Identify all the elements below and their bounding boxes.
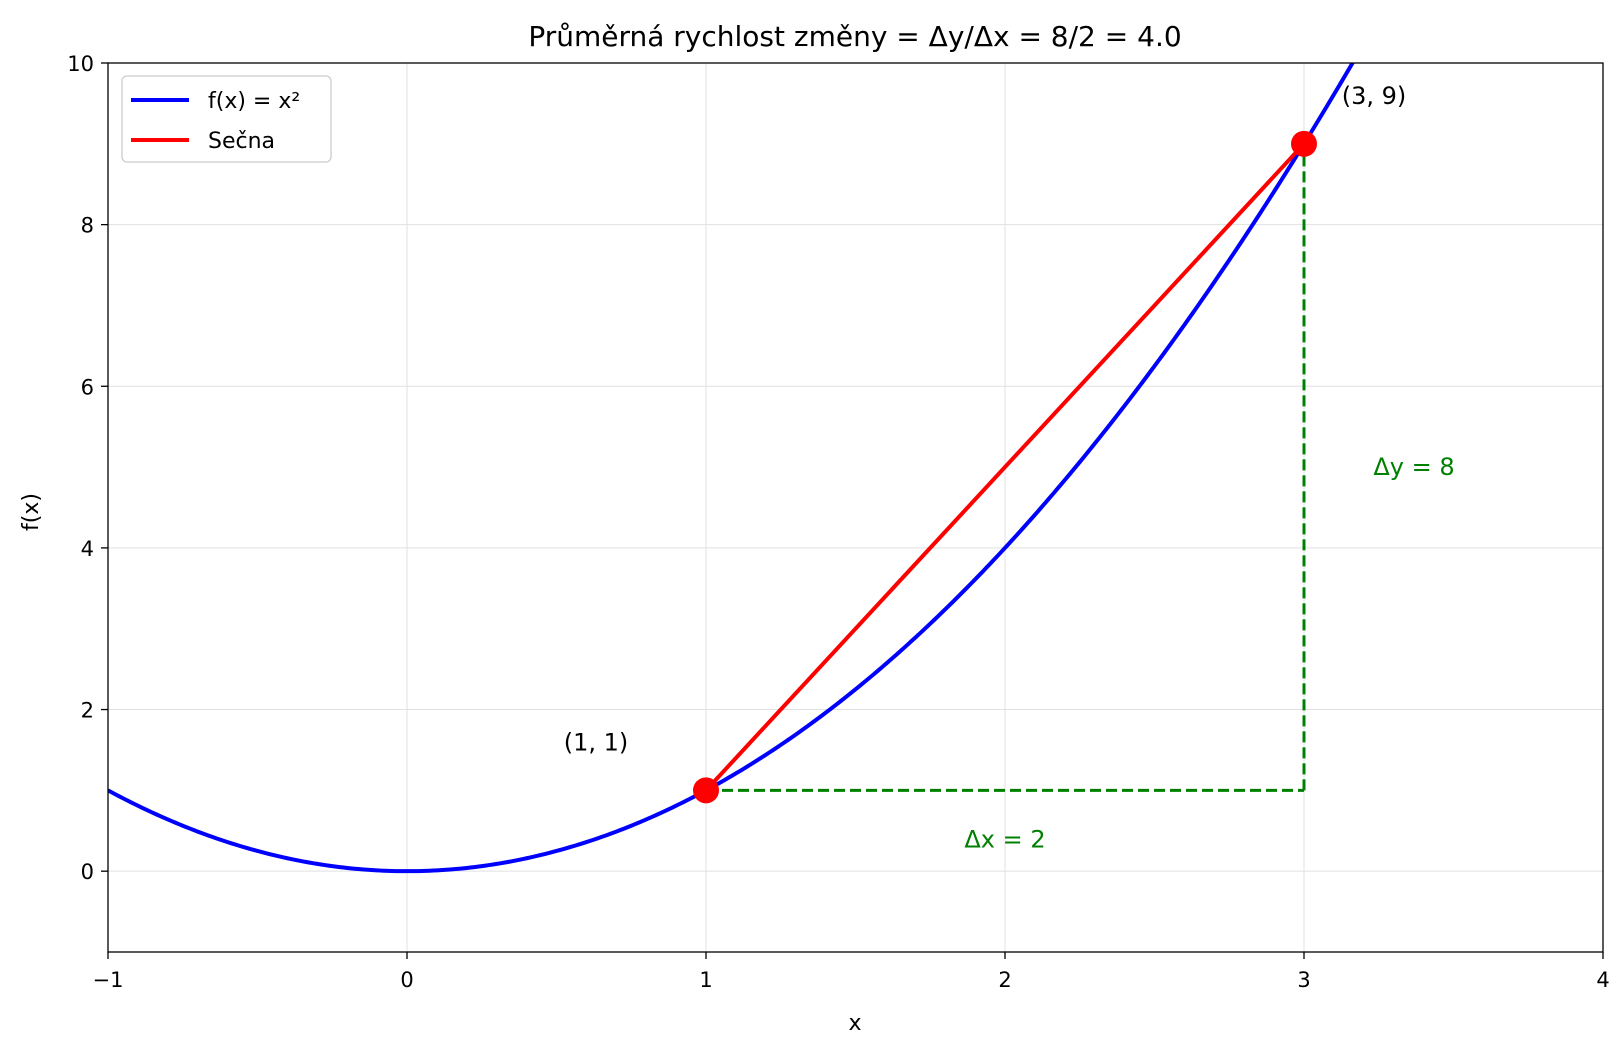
x-axis-label: x	[848, 1011, 861, 1036]
y-tick-label: 0	[81, 860, 94, 884]
legend-label: f(x) = x²	[208, 89, 300, 114]
x-tick-label: 0	[400, 968, 413, 992]
annotations: (1, 1) (3, 9) Δx = 2 Δy = 8	[564, 82, 1455, 854]
point-label: (1, 1)	[564, 728, 629, 756]
plot-area	[108, 63, 1355, 874]
secant-line	[704, 142, 1306, 792]
legend-label: Sečna	[208, 129, 275, 154]
y-tick-label: 4	[81, 537, 94, 561]
y-tick-label: 2	[81, 699, 94, 723]
ticks: −1 0 1 2 3 4 0 2 4 6 8 10	[67, 52, 1609, 992]
x-tick-label: −1	[93, 968, 124, 992]
x-tick-label: 3	[1297, 968, 1310, 992]
y-tick-label: 10	[67, 52, 94, 76]
x-tick-label: 2	[998, 968, 1011, 992]
delta-x-label: Δx = 2	[964, 825, 1045, 853]
delta-y-label: Δy = 8	[1373, 453, 1454, 481]
chart-title: Průměrná rychlost změny = Δy/Δx = 8/2 = …	[528, 20, 1181, 53]
axes-frame	[107, 62, 1604, 953]
y-axis-label: f(x)	[19, 493, 44, 531]
y-tick-label: 8	[81, 214, 94, 238]
grid	[107, 62, 1604, 952]
point-marker	[693, 777, 719, 804]
point-label: (3, 9)	[1342, 82, 1407, 110]
point-marker	[1291, 130, 1317, 157]
function-curve	[108, 63, 1355, 874]
x-tick-label: 4	[1596, 968, 1609, 992]
legend: f(x) = x² Sečna	[121, 75, 332, 163]
x-tick-label: 1	[699, 968, 712, 992]
y-tick-label: 6	[81, 375, 94, 399]
